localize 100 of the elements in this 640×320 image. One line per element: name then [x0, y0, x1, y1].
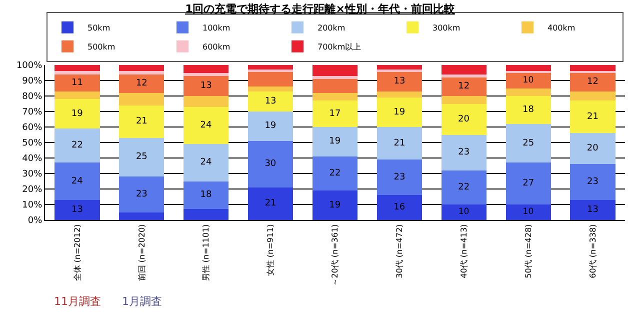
- data-label: 23: [587, 177, 598, 188]
- data-label: 23: [136, 189, 148, 200]
- bar: [506, 162, 551, 204]
- legend-label: 700km以上: [318, 42, 362, 52]
- data-label: 19: [394, 107, 406, 118]
- bar: [506, 65, 551, 72]
- bar: [184, 144, 229, 182]
- bar: [376, 160, 422, 196]
- bar: [119, 212, 164, 220]
- data-label: 13: [264, 96, 276, 106]
- data-label: 19: [329, 136, 341, 147]
- bar: [184, 72, 229, 76]
- bar: [570, 91, 616, 101]
- text: 1月調査: [122, 295, 162, 308]
- x-tick-label: 50代 (n=428): [524, 224, 533, 278]
- y-tick-label: 40%: [22, 154, 43, 164]
- y-tick-label: 90%: [22, 76, 43, 87]
- legend-label: 200km: [318, 24, 346, 33]
- y-tick-label: 0%: [28, 216, 43, 226]
- data-label: 21: [264, 198, 276, 209]
- bar: [184, 106, 229, 144]
- bar: [506, 88, 551, 96]
- y-tick-label: 30%: [22, 170, 43, 180]
- legend-label: 50km: [88, 24, 110, 33]
- text: 11月調査: [54, 295, 101, 308]
- bar: [54, 74, 100, 92]
- bar: [312, 127, 358, 156]
- bar: [570, 200, 616, 220]
- data-label: 30: [264, 159, 276, 170]
- bar: [248, 65, 294, 70]
- bar: [54, 128, 100, 163]
- y-tick-label: 80%: [22, 92, 43, 102]
- bar: [376, 98, 422, 127]
- bar: [54, 99, 100, 129]
- data-label: 23: [394, 172, 406, 182]
- bar: [119, 105, 164, 138]
- bar: [312, 78, 358, 93]
- x-tick-label: 全体 (n=2012): [72, 224, 82, 282]
- bar: [184, 96, 229, 107]
- bar: [441, 74, 486, 78]
- x-tick-label: 前回 (n=2020): [137, 224, 146, 282]
- bar: [506, 204, 551, 220]
- x-tick-label: 60代 (n=338): [588, 224, 598, 278]
- y-tick-label: 10%: [22, 200, 43, 211]
- bar: [119, 138, 164, 177]
- bar: [312, 190, 358, 220]
- bar: [441, 104, 486, 135]
- data-label: 17: [329, 108, 341, 119]
- data-label: 24: [200, 120, 212, 130]
- bar: [119, 71, 164, 74]
- bar: [376, 91, 422, 98]
- bar: [54, 71, 100, 74]
- x-tick-label: ～20代 (n=361): [330, 224, 340, 286]
- bar: [312, 65, 358, 76]
- legend-label: 600km: [202, 42, 230, 52]
- bar: [376, 195, 422, 220]
- bar: [119, 65, 164, 72]
- bar: [119, 92, 164, 106]
- bar: [119, 176, 164, 212]
- bar: [248, 187, 294, 220]
- bar: [248, 86, 294, 92]
- legend-label: 400km: [548, 24, 576, 33]
- bar: [376, 71, 422, 92]
- data-label: 16: [394, 202, 406, 213]
- bar: [312, 92, 358, 101]
- data-label: 18: [522, 104, 534, 115]
- data-label: 18: [200, 190, 212, 200]
- bar: [312, 156, 358, 191]
- bar: [248, 112, 294, 141]
- bar: [312, 76, 358, 79]
- bar: [184, 209, 229, 220]
- data-label: 21: [394, 138, 406, 148]
- data-label: 24: [200, 158, 212, 168]
- data-label: 24: [71, 176, 84, 186]
- data-label: 13: [394, 76, 406, 86]
- bar: [441, 204, 486, 220]
- bar: [184, 65, 229, 73]
- y-tick-label: 60%: [22, 123, 43, 134]
- bar: [184, 181, 229, 210]
- bar: [54, 162, 100, 200]
- bar: [248, 71, 294, 87]
- bar: [184, 76, 229, 96]
- x-tick-label: 男性 (n=1101): [202, 224, 211, 282]
- data-label: 12: [587, 77, 598, 88]
- bar: [441, 170, 486, 204]
- data-label: 19: [71, 108, 84, 119]
- data-label: 13: [72, 204, 83, 215]
- bar: [441, 77, 486, 96]
- bar: [54, 65, 100, 72]
- bar: [570, 133, 616, 164]
- data-label: 12: [458, 82, 470, 92]
- data-label: 11: [72, 78, 83, 88]
- bar: [506, 96, 551, 124]
- data-label: 25: [136, 152, 148, 162]
- bar: [119, 74, 164, 93]
- data-label: 25: [522, 138, 534, 148]
- bar: [248, 140, 294, 188]
- data-label: 23: [458, 148, 470, 158]
- bar: [570, 100, 616, 134]
- data-label: 19: [329, 200, 341, 210]
